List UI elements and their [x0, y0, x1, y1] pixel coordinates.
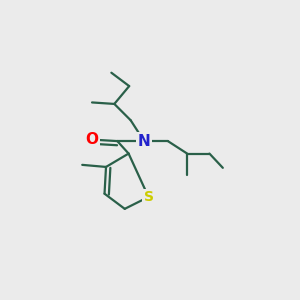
Text: O: O [85, 132, 98, 147]
Text: N: N [138, 134, 150, 148]
Text: S: S [143, 190, 154, 204]
